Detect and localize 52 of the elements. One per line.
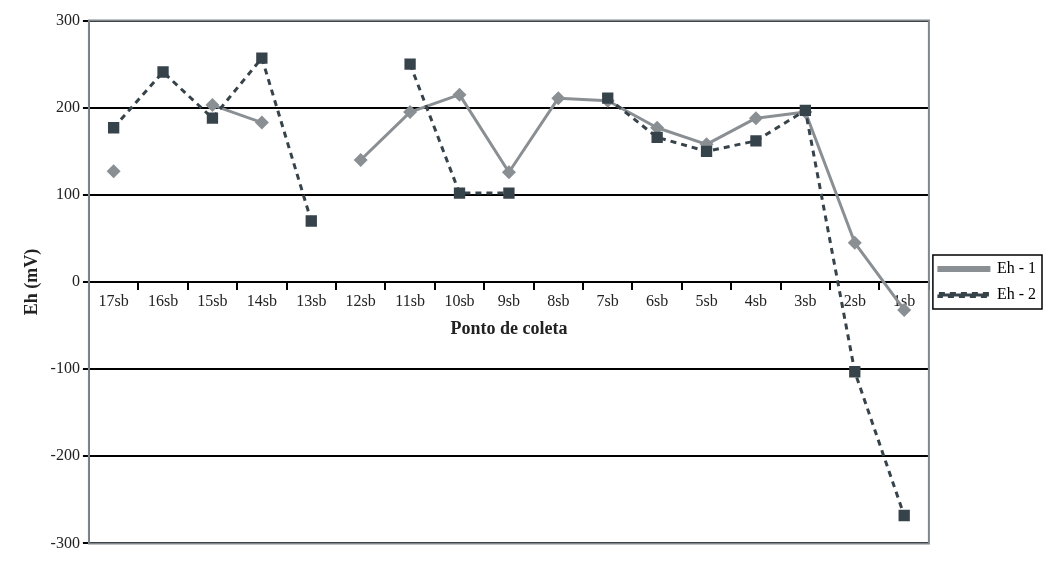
point — [305, 215, 317, 227]
x-tick-label: 7sb — [596, 291, 619, 309]
point — [404, 58, 416, 70]
point — [256, 52, 268, 64]
point — [651, 131, 663, 144]
point — [847, 235, 862, 250]
legend-label: Eh - 2 — [996, 285, 1037, 303]
x-tick-label: 13sb — [296, 291, 327, 309]
point — [403, 105, 418, 120]
point — [452, 87, 467, 102]
point — [106, 164, 121, 179]
y-tick-label: 300 — [55, 10, 80, 28]
point — [602, 92, 614, 104]
point — [700, 145, 713, 157]
point — [501, 165, 516, 180]
x-tick-label: 10sb — [444, 291, 475, 309]
x-tick-label: 2sb — [843, 291, 866, 309]
y-axis-title: Eh (mV) — [21, 248, 43, 316]
point — [551, 91, 566, 106]
legend-label: Eh - 1 — [996, 259, 1037, 277]
y-tick-label: 100 — [55, 185, 80, 203]
y-tick-label: -300 — [50, 533, 80, 551]
x-tick-label: 16sb — [147, 291, 179, 309]
x-tick-label: 17sb — [98, 291, 129, 309]
x-tick-label: 14sb — [246, 291, 277, 309]
x-tick-label: 9sb — [497, 291, 521, 309]
y-tick-label: -200 — [50, 446, 80, 464]
point — [107, 122, 120, 134]
x-tick-label: 11sb — [395, 291, 425, 309]
point — [453, 187, 466, 199]
point — [748, 111, 763, 126]
point — [799, 104, 812, 116]
point — [157, 66, 169, 78]
point — [898, 509, 910, 522]
point — [353, 153, 368, 168]
y-tick-label: -100 — [50, 359, 80, 377]
y-tick-label: 200 — [55, 97, 80, 115]
x-tick-label: 6sb — [646, 291, 669, 309]
point — [503, 187, 515, 199]
x-tick-label: 12sb — [345, 291, 376, 309]
y-tick-label: 0 — [71, 272, 80, 290]
x-tick-label: 5sb — [695, 291, 718, 309]
x-axis-title: Ponto de coleta — [450, 317, 568, 338]
x-tick-label: 8sb — [547, 291, 570, 309]
point — [206, 112, 219, 124]
point — [849, 366, 861, 378]
point — [205, 98, 220, 113]
x-tick-label: 15sb — [197, 291, 228, 309]
x-tick-label: 3sb — [794, 291, 817, 309]
point — [750, 135, 762, 147]
x-tick-label: 4sb — [744, 291, 768, 309]
point — [254, 115, 269, 130]
